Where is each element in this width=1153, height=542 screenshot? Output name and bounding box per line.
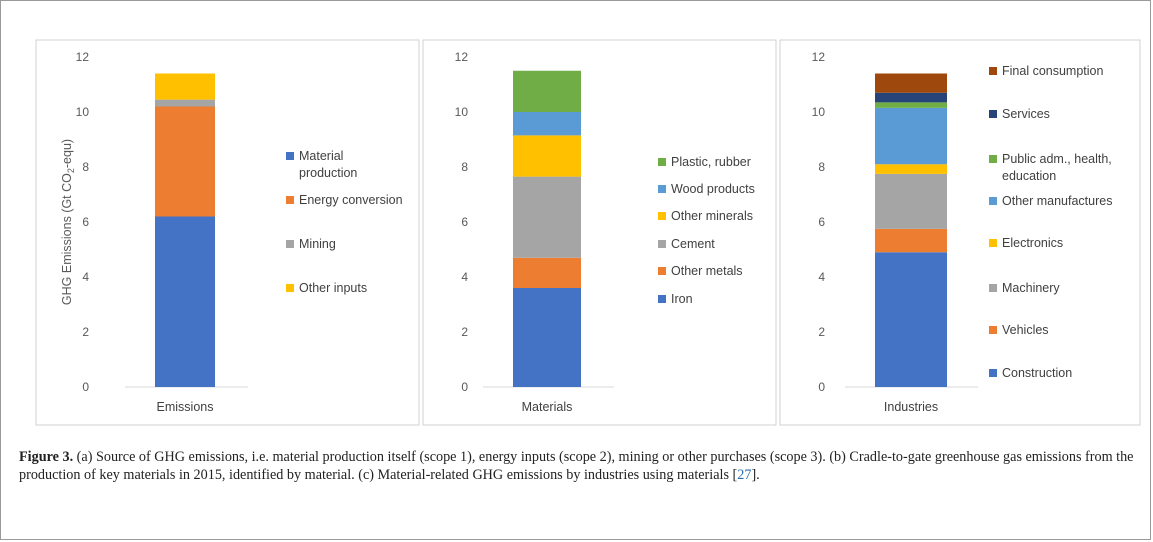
caption-text: (a) Source of GHG emissions, i.e. materi… [19, 449, 1134, 483]
y-tick-label: 12 [455, 50, 469, 64]
y-axis-title: GHG Emissions (Gt CO2-equ) [60, 139, 76, 305]
bar-segment-other-metals [513, 257, 581, 288]
legend-label-services: Services [1002, 107, 1050, 121]
y-tick-label: 0 [818, 380, 825, 394]
bar-segment-electronics [875, 164, 947, 174]
y-tick-label: 6 [82, 215, 89, 229]
chart-panel-border [779, 39, 1141, 426]
y-tick-label: 2 [82, 325, 89, 339]
legend-swatch-wood-products [658, 185, 666, 193]
legend-swatch-machinery [989, 284, 997, 292]
legend-swatch-final-consumption [989, 67, 997, 75]
bar-segment-iron [513, 288, 581, 387]
y-tick-label: 4 [461, 270, 468, 284]
bar-segment-plastic-rubber [513, 70, 581, 112]
bar-segment-final-consumption [875, 73, 947, 93]
legend-label-vehicles: Vehicles [1002, 323, 1049, 337]
y-tick-label: 12 [76, 50, 90, 64]
legend-swatch-services [989, 110, 997, 118]
bar-segment-machinery [875, 173, 947, 229]
legend-swatch-construction [989, 369, 997, 377]
x-category-label: Emissions [157, 400, 214, 414]
y-tick-label: 4 [82, 270, 89, 284]
legend-label-other-metals: Other metals [671, 264, 743, 278]
legend-label-other-manufactures: Other manufactures [1002, 194, 1112, 208]
bar-segment-energy-conversion [155, 106, 215, 217]
y-tick-label: 12 [812, 50, 826, 64]
chart-panel-border [422, 39, 777, 426]
legend-label-electronics: Electronics [1002, 236, 1063, 250]
bar-segment-construction [875, 252, 947, 387]
legend-label-machinery: Machinery [1002, 281, 1060, 295]
legend-label-other-inputs: Other inputs [299, 281, 367, 295]
chart-panel-border [35, 39, 420, 426]
bar-segment-services [875, 92, 947, 103]
legend-swatch-other-metals [658, 267, 666, 275]
bar-segment-material-production [155, 216, 215, 387]
legend-swatch-iron [658, 295, 666, 303]
y-tick-label: 6 [818, 215, 825, 229]
y-tick-label: 8 [82, 160, 89, 174]
x-category-label: Industries [884, 400, 938, 414]
y-tick-label: 2 [461, 325, 468, 339]
legend-label-mining: Mining [299, 237, 336, 251]
bar-segment-cement [513, 176, 581, 258]
caption-label: Figure 3. [19, 449, 74, 465]
legend-swatch-plastic-rubber [658, 158, 666, 166]
chart-panel-industries: 0 2 4 6 8 10 12 Industries Construction Vehicles M… [779, 39, 1141, 426]
y-tick-label: 10 [812, 105, 826, 119]
legend-label-public-adm-health-education: Public adm., health, education [1002, 152, 1112, 183]
y-tick-label: 4 [818, 270, 825, 284]
legend-label-iron: Iron [671, 292, 693, 306]
bar-segment-public-adm-health-education [875, 102, 947, 108]
legend-swatch-energy-conversion [286, 196, 294, 204]
y-tick-label: 8 [818, 160, 825, 174]
legend-label-cement: Cement [671, 237, 715, 251]
y-tick-label: 10 [76, 105, 90, 119]
chart-panel-materials: 0 2 4 6 8 10 12 Materials Iron Other metals Cement… [422, 39, 777, 426]
legend-label-material-production: Material production [299, 149, 357, 180]
legend-swatch-cement [658, 240, 666, 248]
legend-swatch-material-production [286, 152, 294, 160]
y-tick-label: 0 [461, 380, 468, 394]
x-category-label: Materials [522, 400, 573, 414]
legend-label-energy-conversion: Energy conversion [299, 193, 403, 207]
y-tick-label: 2 [818, 325, 825, 339]
legend-swatch-other-inputs [286, 284, 294, 292]
legend-label-construction: Construction [1002, 366, 1072, 380]
legend-swatch-other-minerals [658, 212, 666, 220]
y-tick-label: 0 [82, 380, 89, 394]
figure-caption: Figure 3. (a) Source of GHG emissions, i… [19, 448, 1139, 484]
bar-segment-vehicles [875, 228, 947, 253]
legend-swatch-mining [286, 240, 294, 248]
legend-swatch-public-adm-health-education [989, 155, 997, 163]
legend-label-wood-products: Wood products [671, 182, 755, 196]
legend-swatch-electronics [989, 239, 997, 247]
legend-label-final-consumption: Final consumption [1002, 64, 1103, 78]
chart-panel-emissions: 0 2 4 6 8 10 12 Emissions Material production Ener… [35, 39, 420, 426]
bar-segment-other-minerals [513, 135, 581, 177]
y-tick-label: 10 [455, 105, 469, 119]
bar-segment-wood-products [513, 112, 581, 136]
caption-text-end: ]. [751, 467, 760, 483]
y-tick-label: 8 [461, 160, 468, 174]
bar-segment-mining [155, 99, 215, 107]
legend-swatch-vehicles [989, 326, 997, 334]
y-tick-label: 6 [461, 215, 468, 229]
bar-segment-other-inputs [155, 73, 215, 100]
legend-label-other-minerals: Other minerals [671, 209, 753, 223]
bar-segment-other-manufactures [875, 107, 947, 165]
legend-label-plastic-rubber: Plastic, rubber [671, 155, 751, 169]
caption-reference-link[interactable]: 27 [737, 467, 752, 483]
legend-swatch-other-manufactures [989, 197, 997, 205]
